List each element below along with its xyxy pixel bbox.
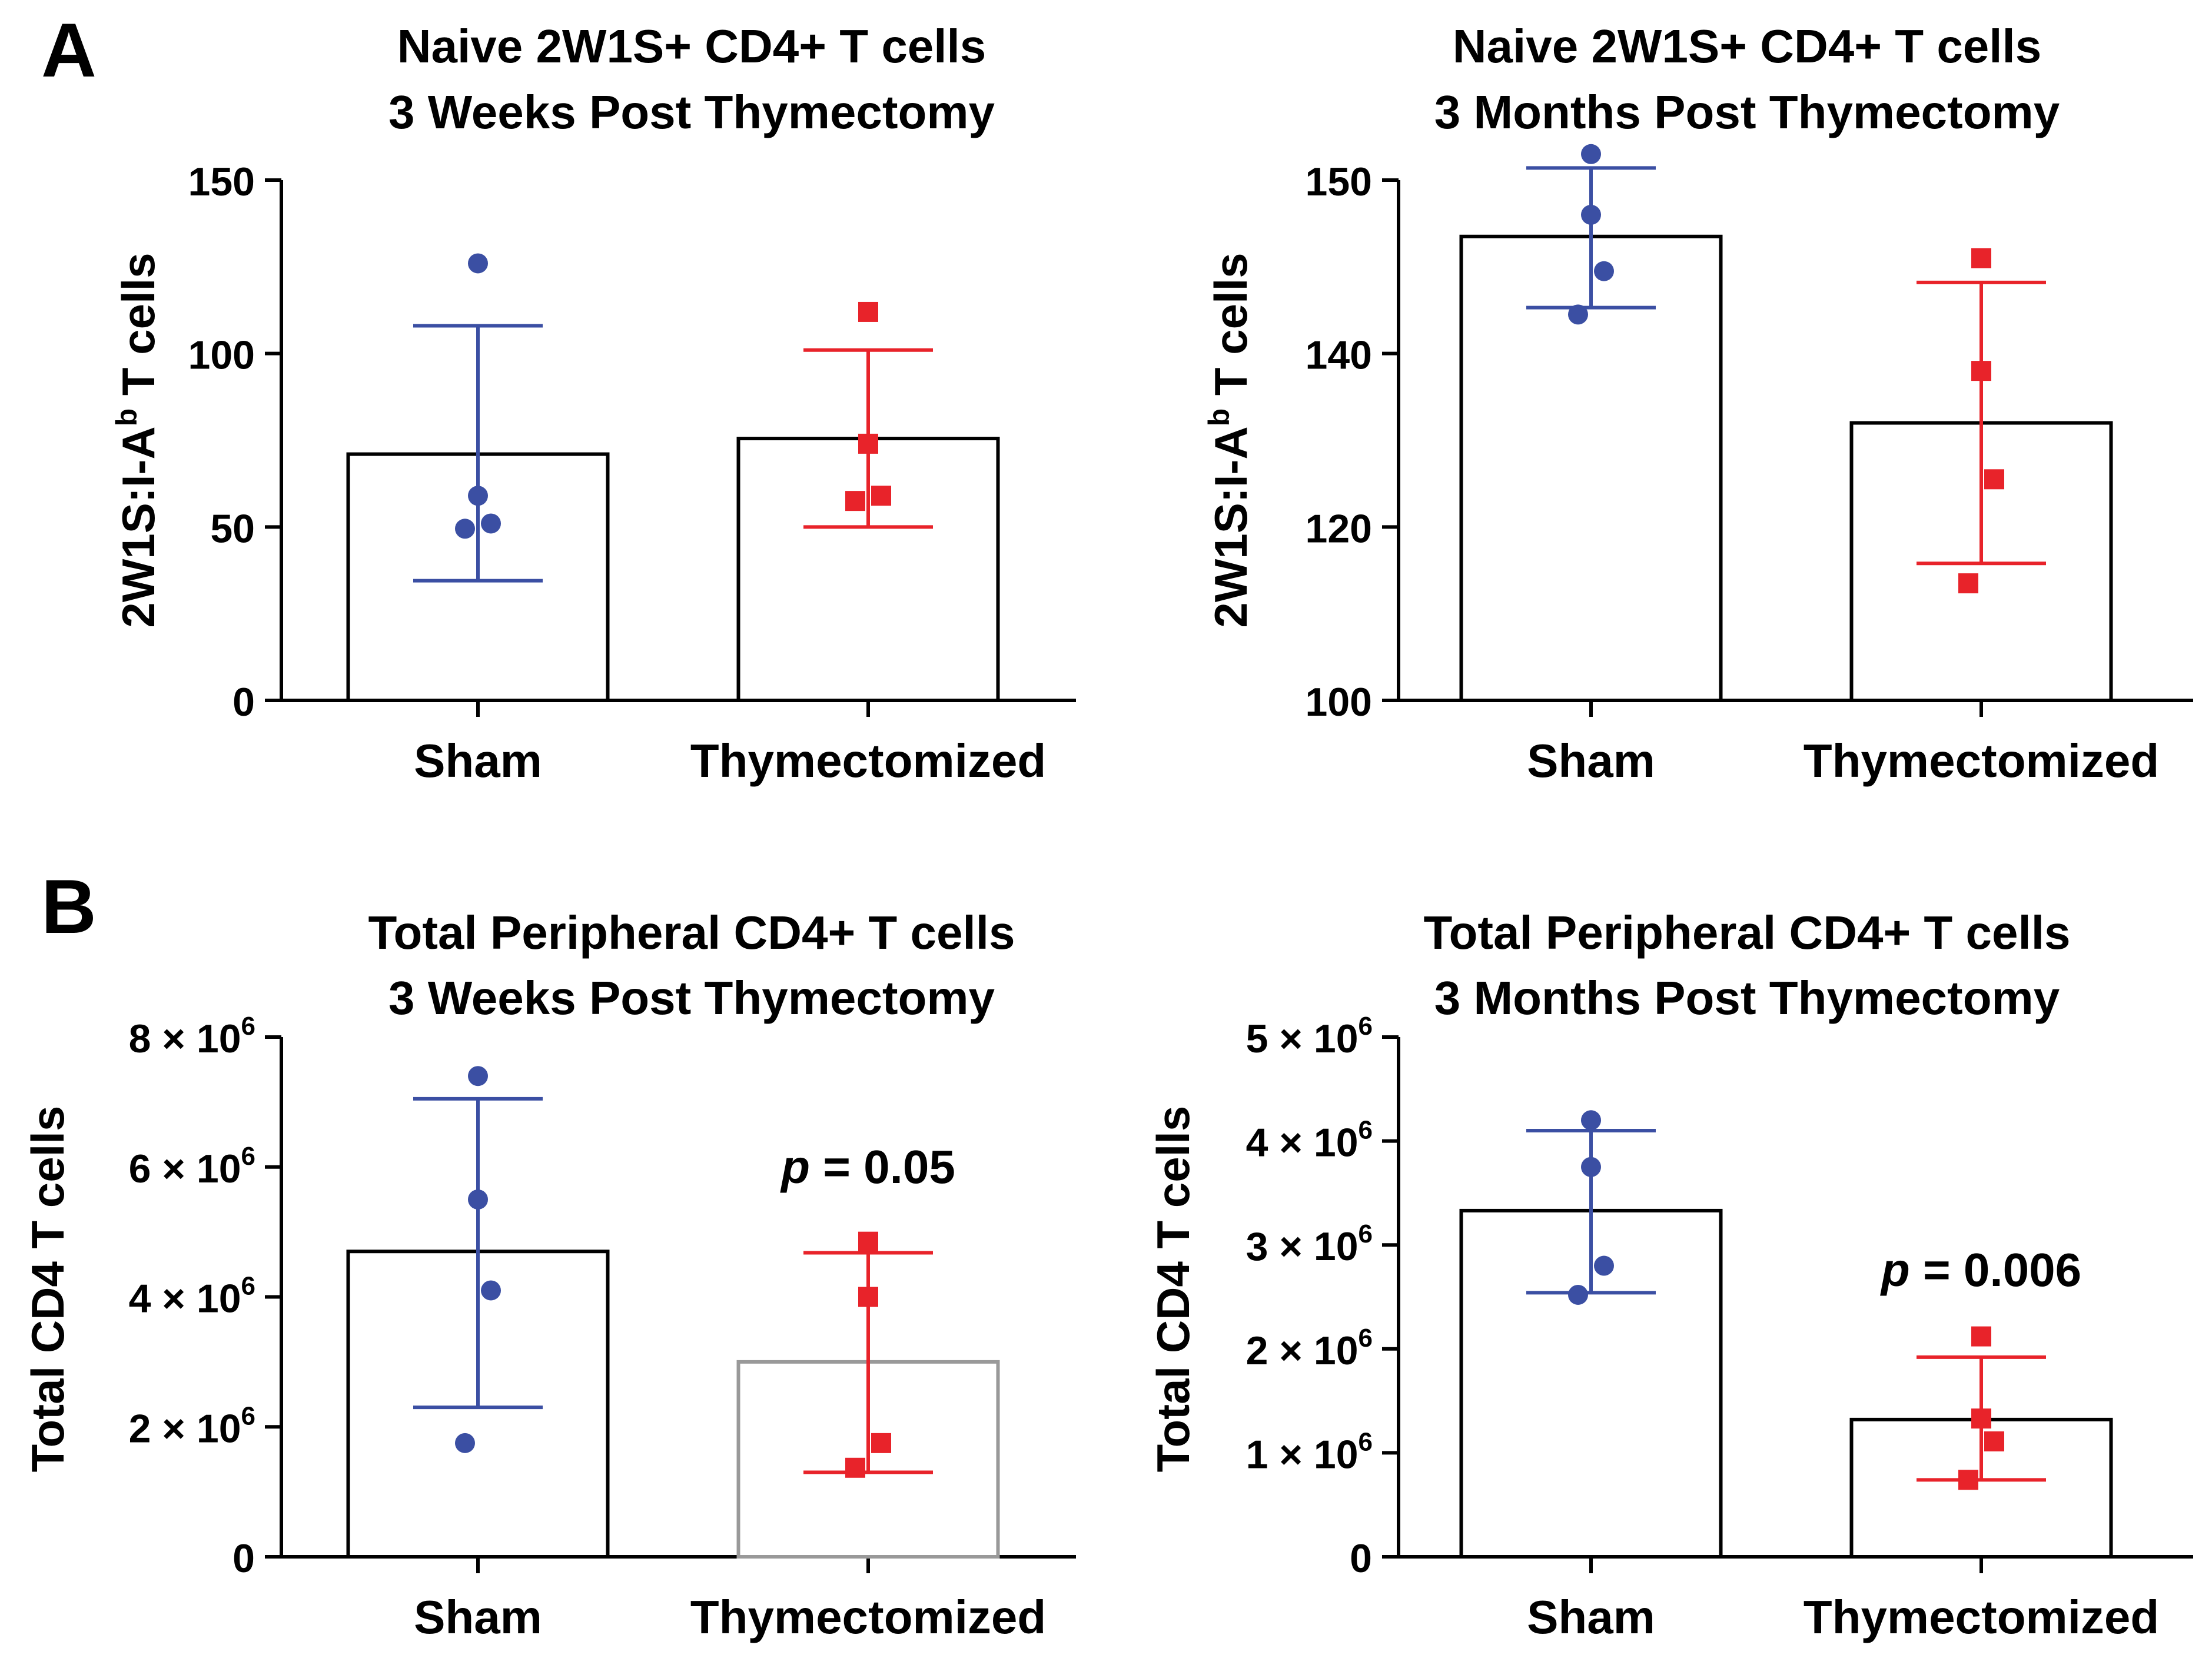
data-point-sham xyxy=(1581,1110,1601,1131)
y-tick-label: 1 × 106 xyxy=(1246,1427,1373,1477)
category-label-thymectomized: Thymectomized xyxy=(690,1591,1047,1643)
chart-4: Total Peripheral CD4+ T cells 3 Months Po… xyxy=(1147,906,2193,1643)
chart-title-line: Naive 2W1S+ CD4+ T cells xyxy=(397,20,987,72)
data-point-sham xyxy=(1581,204,1601,225)
y-axis-label: 2W1S:I-Ab T cells xyxy=(1203,252,1257,627)
y-axis-label: Total CD4 T cells xyxy=(1147,1106,1199,1473)
y-tick-label: 100 xyxy=(188,333,255,378)
y-tick-label: 50 xyxy=(210,506,255,551)
y-tick-label: 6 × 106 xyxy=(129,1142,255,1191)
data-point-sham xyxy=(1581,144,1601,164)
data-point-sham xyxy=(481,1280,501,1301)
data-point-sham xyxy=(1581,1157,1601,1177)
data-point-thymectomized xyxy=(845,1457,865,1478)
y-tick-label: 150 xyxy=(188,160,255,204)
data-point-sham xyxy=(481,513,501,534)
category-label-thymectomized: Thymectomized xyxy=(1804,1591,2160,1643)
y-tick-label: 0 xyxy=(1350,1536,1372,1581)
category-label-sham: Sham xyxy=(1527,735,1655,787)
y-tick-label: 4 × 106 xyxy=(129,1272,255,1321)
category-label-thymectomized: Thymectomized xyxy=(1804,735,2160,787)
chart-title-line: Naive 2W1S+ CD4+ T cells xyxy=(1453,20,2042,72)
data-point-sham xyxy=(468,486,488,506)
p-value-annotation: p = 0.006 xyxy=(1880,1244,2081,1296)
y-tick-label: 2 × 106 xyxy=(1246,1324,1373,1373)
y-tick-label: 0 xyxy=(233,680,255,725)
data-point-thymectomized xyxy=(1971,1408,1991,1429)
category-label-thymectomized: Thymectomized xyxy=(690,735,1047,787)
data-point-thymectomized xyxy=(1984,1431,2004,1451)
category-label-sham: Sham xyxy=(414,735,542,787)
data-point-sham xyxy=(1568,1284,1588,1305)
charts-layer: Naive 2W1S+ CD4+ T cells 3 Weeks Post Thy… xyxy=(22,20,2193,1643)
p-value-annotation: p = 0.05 xyxy=(780,1141,955,1193)
bar-sham xyxy=(1459,234,1723,702)
chart-title-line: 3 Months Post Thymectomy xyxy=(1434,86,2060,138)
data-point-sham xyxy=(468,1066,488,1086)
y-tick-label: 100 xyxy=(1306,680,1372,725)
chart-title-line: 3 Weeks Post Thymectomy xyxy=(388,972,995,1024)
y-tick-label: 3 × 106 xyxy=(1246,1220,1373,1269)
data-point-sham xyxy=(455,1433,475,1453)
data-point-thymectomized xyxy=(871,1433,891,1453)
category-label-sham: Sham xyxy=(414,1591,542,1643)
data-point-thymectomized xyxy=(845,491,865,511)
data-point-sham xyxy=(468,253,488,274)
y-tick-label: 120 xyxy=(1306,506,1372,551)
y-tick-label: 2 × 106 xyxy=(129,1401,255,1451)
data-point-thymectomized xyxy=(1971,248,1991,268)
y-tick-label: 5 × 106 xyxy=(1246,1012,1373,1061)
data-point-thymectomized xyxy=(1984,469,2004,490)
data-point-sham xyxy=(455,519,475,539)
data-point-thymectomized xyxy=(1971,361,1991,381)
chart-2: Naive 2W1S+ CD4+ T cells 3 Months Post Th… xyxy=(1203,20,2193,787)
category-label-sham: Sham xyxy=(1527,1591,1655,1643)
data-point-thymectomized xyxy=(858,1287,878,1307)
data-point-thymectomized xyxy=(858,301,878,322)
y-tick-label: 150 xyxy=(1306,160,1372,204)
chart-title-line: Total Peripheral CD4+ T cells xyxy=(1424,906,2071,959)
panel-label-a: A xyxy=(41,7,97,93)
y-tick-label: 0 xyxy=(233,1536,255,1581)
data-point-thymectomized xyxy=(1958,1470,1978,1490)
data-point-sham xyxy=(468,1189,488,1210)
data-point-thymectomized xyxy=(858,1231,878,1252)
chart-title-line: 3 Months Post Thymectomy xyxy=(1434,972,2060,1024)
y-tick-label: 140 xyxy=(1306,333,1372,378)
data-point-thymectomized xyxy=(1958,573,1978,594)
data-point-thymectomized xyxy=(1971,1326,1991,1347)
chart-title-line: Total Peripheral CD4+ T cells xyxy=(368,906,1015,959)
chart-1: Naive 2W1S+ CD4+ T cells 3 Weeks Post Thy… xyxy=(110,20,1076,787)
data-point-thymectomized xyxy=(858,433,878,454)
data-point-sham xyxy=(1594,1255,1614,1276)
chart-title-line: 3 Weeks Post Thymectomy xyxy=(388,86,995,138)
data-point-sham xyxy=(1568,304,1588,325)
chart-3: Total Peripheral CD4+ T cells 3 Weeks Pos… xyxy=(22,906,1076,1643)
y-tick-label: 8 × 106 xyxy=(129,1012,255,1061)
panel-label-b: B xyxy=(41,863,97,949)
y-axis-label: 2W1S:I-Ab T cells xyxy=(110,252,164,627)
y-tick-label: 4 × 106 xyxy=(1246,1116,1373,1165)
data-point-thymectomized xyxy=(871,486,891,506)
data-point-sham xyxy=(1594,261,1614,281)
y-axis-label: Total CD4 T cells xyxy=(22,1106,74,1473)
